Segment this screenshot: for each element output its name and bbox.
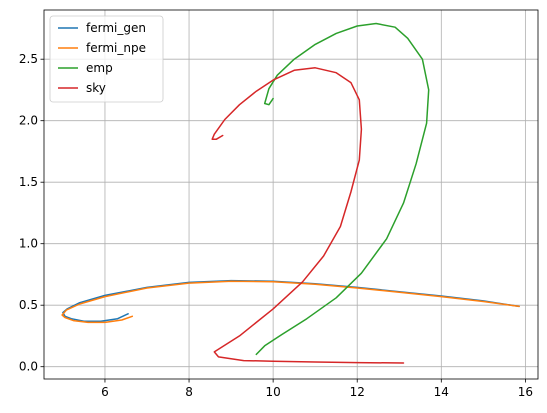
series-line-emp <box>255 22 430 356</box>
y-tick-label: 0.0 <box>19 360 38 374</box>
x-tick-label: 14 <box>434 385 449 399</box>
y-tick-label: 1.0 <box>19 237 38 251</box>
x-tick-label: 16 <box>518 385 533 399</box>
y-tick-label: 1.5 <box>19 175 38 189</box>
series-line-fermi-npe <box>61 280 520 324</box>
x-tick-label: 12 <box>350 385 365 399</box>
series-line-sky <box>211 67 405 364</box>
plot-frame <box>43 9 539 380</box>
y-tick-label: 2.0 <box>19 114 38 128</box>
legend-label-sky: sky <box>86 81 106 95</box>
x-tick-label: 6 <box>101 385 109 399</box>
legend-box <box>49 15 164 103</box>
series-lines <box>61 22 520 364</box>
y-tick-label: 2.5 <box>19 52 38 66</box>
series-line-fermi-gen <box>62 279 520 322</box>
y-tick-label: 0.5 <box>19 298 38 312</box>
x-tick-label: 10 <box>265 385 280 399</box>
legend-label-emp: emp <box>86 61 113 75</box>
legend-label-fermi-gen: fermi_gen <box>86 21 146 35</box>
axis-ticks: 6 8 10 12 14 16 0.0 0.5 1.0 1.5 2.0 2.5 <box>19 52 533 399</box>
legend-label-fermi-npe: fermi_npe <box>86 41 146 55</box>
x-tick-label: 8 <box>185 385 193 399</box>
